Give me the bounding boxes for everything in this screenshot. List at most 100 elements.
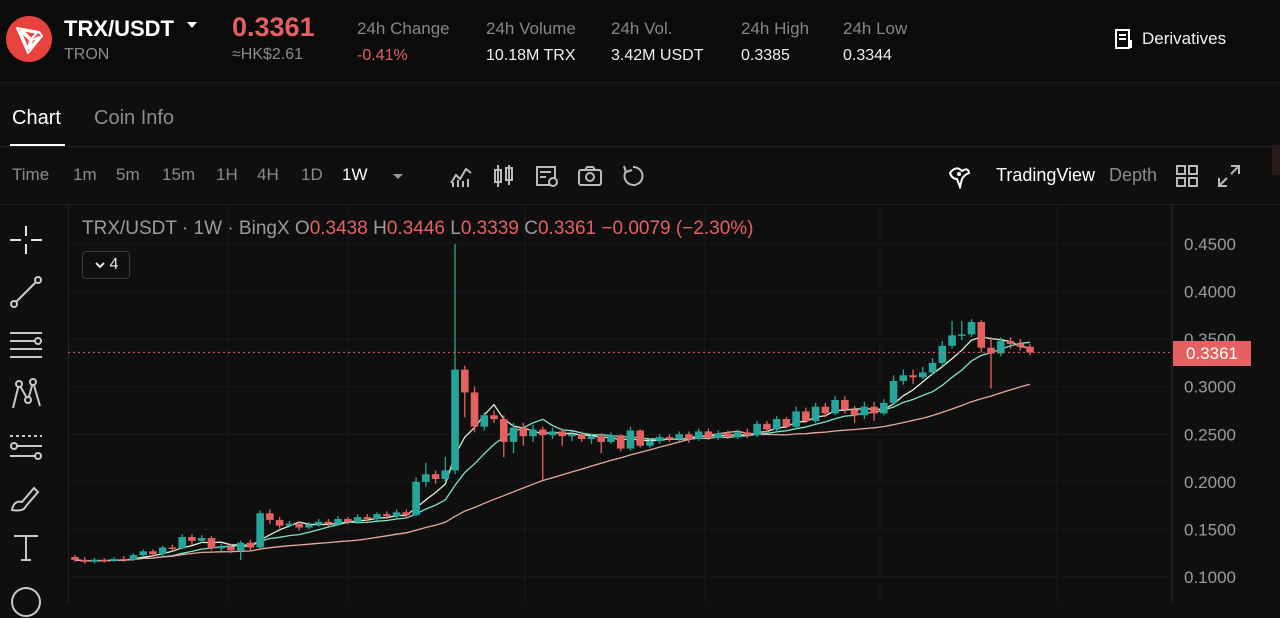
candle-body (626, 430, 635, 449)
price-hkd: ≈HK$2.61 (232, 46, 304, 63)
candle-body (431, 474, 440, 480)
crosshair-icon[interactable] (8, 222, 44, 258)
candle-body (948, 335, 956, 346)
timeframe-1w[interactable]: 1W (342, 165, 368, 184)
stat-24h-low: 24h Low 0.3344 (843, 19, 907, 65)
candle-body (743, 432, 752, 436)
stat-label: 24h Low (843, 19, 908, 38)
candle-body (285, 523, 294, 526)
candle (967, 319, 976, 338)
candle-body (714, 433, 722, 439)
candle-body (821, 406, 830, 414)
candle (256, 510, 264, 549)
candle-body (636, 430, 645, 446)
pattern-tool-icon[interactable] (8, 376, 44, 412)
candle-body (538, 429, 547, 436)
stat-24h-high: 24h High 0.3385 (741, 19, 809, 65)
chevron-down-icon (94, 262, 105, 269)
candle (548, 427, 557, 440)
trend-line-icon[interactable] (8, 274, 44, 310)
candle-body (139, 551, 148, 556)
candle (675, 431, 683, 441)
candle-body (168, 547, 177, 550)
y-tick-label: 0.2000 (1184, 473, 1236, 492)
timeframe-1h[interactable]: 1H (216, 165, 238, 184)
candle-body (373, 514, 381, 519)
indicators-icon[interactable] (448, 163, 474, 189)
legend-symbol: TRX/USDT · 1W · BingX (82, 218, 290, 239)
text-tool-icon[interactable] (8, 530, 44, 566)
timeframe-1d[interactable]: 1D (301, 165, 323, 184)
stat-24h-volume: 24h Volume 10.18M TRX (486, 19, 576, 65)
candle-body (860, 406, 869, 416)
grid-layout-icon[interactable] (1174, 163, 1200, 189)
moving-averages (74, 336, 1031, 562)
candle (996, 337, 1005, 357)
candle (763, 420, 771, 433)
candle-body (704, 431, 713, 439)
candle (451, 244, 459, 475)
candle-body (256, 513, 264, 548)
timeframe-1m[interactable]: 1m (73, 165, 97, 184)
candle-body (509, 427, 518, 442)
candle (655, 434, 664, 444)
timeframe-time[interactable]: Time (12, 165, 50, 184)
candle-body (344, 518, 352, 522)
candle-body (996, 341, 1005, 354)
candle (821, 402, 830, 418)
fib-retracement-icon[interactable] (8, 428, 44, 464)
candle (538, 426, 547, 480)
caret-down-icon[interactable] (187, 22, 197, 28)
candle (860, 401, 869, 420)
brush-icon[interactable] (8, 480, 44, 516)
tab-chart[interactable]: Chart (12, 107, 61, 129)
stat-label: 24h Change (357, 19, 450, 38)
stat-value: 0.3344 (843, 47, 892, 64)
candle-body (100, 559, 109, 562)
scrollbar[interactable] (1272, 145, 1280, 175)
candle (831, 396, 839, 416)
candle (431, 470, 440, 484)
candle-body (266, 513, 274, 520)
candle-body (363, 517, 372, 519)
reset-icon[interactable] (620, 163, 646, 189)
candle (977, 320, 986, 353)
price-chart[interactable]: 0.45000.40000.35000.30000.25000.20000.15… (0, 206, 1280, 603)
candle (402, 509, 411, 519)
tab-coin-info[interactable]: Coin Info (94, 107, 175, 129)
legend-close-label: C (524, 218, 538, 239)
y-tick-label: 0.1000 (1184, 568, 1236, 587)
candle (392, 509, 401, 519)
candle (957, 321, 966, 341)
caret-down-icon[interactable] (388, 170, 408, 184)
indicators-collapse-button[interactable]: 4 (82, 251, 130, 279)
candle (880, 399, 888, 416)
pair-selector[interactable]: TRX/USDT (64, 16, 174, 41)
candle (334, 516, 342, 526)
candle (772, 416, 781, 432)
candle (646, 438, 654, 448)
y-tick-label: 0.1500 (1184, 520, 1236, 539)
camera-icon[interactable] (577, 163, 603, 189)
candle-body (499, 419, 508, 442)
candle (480, 412, 489, 431)
timeframe-5m[interactable]: 5m (116, 165, 140, 184)
candle-body (305, 524, 313, 528)
candle (919, 366, 927, 380)
timeframe-15m[interactable]: 15m (162, 165, 196, 184)
tradingview-toggle[interactable]: TradingView (996, 165, 1096, 185)
candle-body (402, 512, 411, 516)
drawing-toolbar (0, 206, 69, 617)
fullscreen-icon[interactable] (1216, 163, 1242, 189)
derivatives-link[interactable]: Derivatives (1114, 28, 1226, 50)
timeframe-4h[interactable]: 4H (257, 165, 279, 184)
active-tab-indicator (10, 144, 65, 146)
depth-toggle[interactable]: Depth (1109, 165, 1158, 185)
legend-low: 0.3339 (460, 218, 519, 239)
template-icon[interactable] (534, 163, 560, 189)
candle-body (587, 436, 596, 440)
horizontal-lines-icon[interactable] (8, 326, 44, 362)
candle-type-icon[interactable] (491, 163, 517, 189)
candle (373, 512, 381, 521)
y-tick-label: 0.4500 (1184, 235, 1236, 254)
